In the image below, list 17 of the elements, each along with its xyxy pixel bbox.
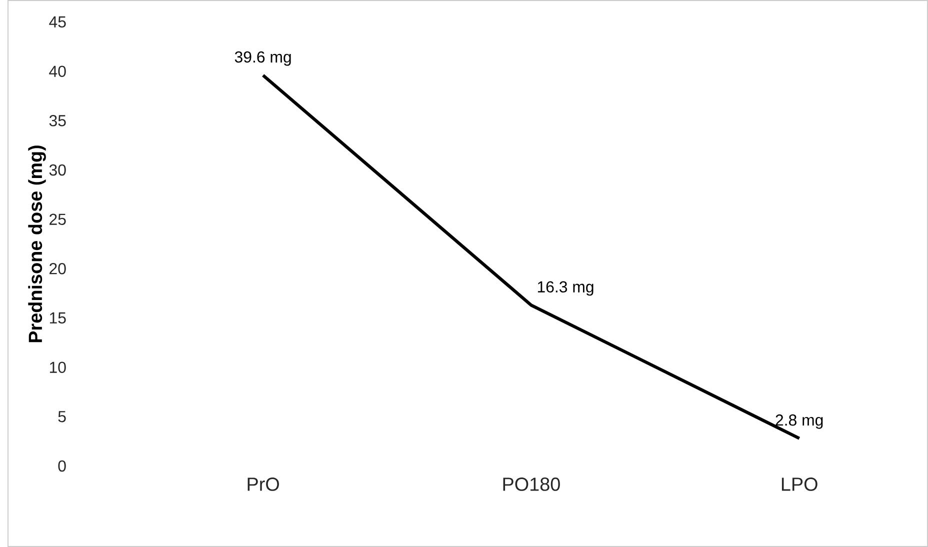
y-tick-label: 0 (58, 460, 66, 472)
data-label: 16.3 mg (538, 281, 594, 296)
y-axis-title: Prednisone dose (mg) (28, 146, 46, 342)
y-tick-label: 35 (49, 115, 66, 126)
y-tick-label: 10 (50, 362, 66, 373)
data-label: 2.8 mg (776, 414, 823, 429)
x-tick-label: PrO (248, 478, 279, 491)
y-tick-label: 45 (49, 16, 66, 28)
y-tick-label: 25 (50, 214, 66, 225)
data-label: 39.6 mg (234, 51, 291, 66)
y-tick-label: 20 (50, 263, 66, 274)
y-tick-label: 40 (49, 66, 66, 77)
x-tick-label: PO180 (503, 478, 560, 491)
y-tick-label: 15 (50, 312, 66, 324)
y-tick-label: 5 (58, 411, 66, 422)
x-tick-label: LPO (782, 478, 818, 491)
y-tick-label: 30 (49, 164, 66, 176)
